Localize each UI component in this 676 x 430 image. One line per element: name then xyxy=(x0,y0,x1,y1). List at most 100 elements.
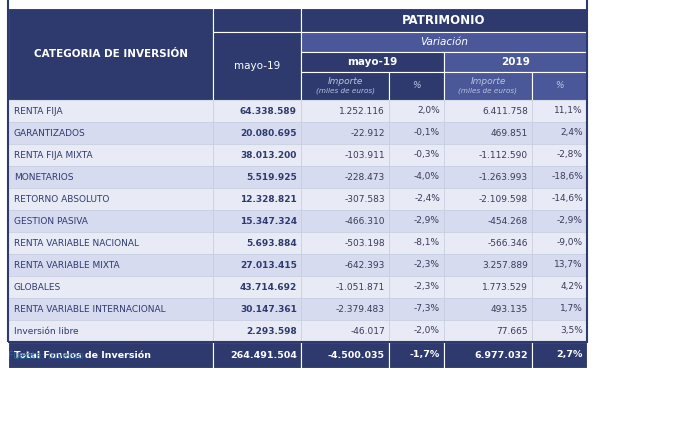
Bar xyxy=(532,232,587,254)
Text: 13,7%: 13,7% xyxy=(554,261,583,270)
Text: 6.977.032: 6.977.032 xyxy=(475,350,528,359)
Bar xyxy=(213,276,301,298)
Bar xyxy=(444,276,532,298)
Bar xyxy=(213,188,301,210)
Bar xyxy=(213,342,301,368)
Text: -2,9%: -2,9% xyxy=(414,216,440,225)
Text: (miles de euros): (miles de euros) xyxy=(458,88,518,94)
Text: -2,8%: -2,8% xyxy=(557,150,583,160)
Text: 1,7%: 1,7% xyxy=(560,304,583,313)
Bar xyxy=(389,276,444,298)
Text: RENTA FIJA MIXTA: RENTA FIJA MIXTA xyxy=(14,150,93,160)
Text: %: % xyxy=(555,82,564,90)
Text: Total Fondos de Inversión: Total Fondos de Inversión xyxy=(14,350,151,359)
Text: -0,3%: -0,3% xyxy=(414,150,440,160)
Bar xyxy=(8,276,213,298)
Text: (miles de euros): (miles de euros) xyxy=(316,88,375,94)
Bar xyxy=(389,144,444,166)
Bar xyxy=(389,342,444,368)
Bar xyxy=(213,32,301,100)
Bar xyxy=(532,122,587,144)
Text: -1.051.871: -1.051.871 xyxy=(336,283,385,292)
Text: 5.693.884: 5.693.884 xyxy=(246,239,297,248)
Bar xyxy=(532,72,587,100)
Text: -566.346: -566.346 xyxy=(487,239,528,248)
Bar xyxy=(389,254,444,276)
Bar xyxy=(8,342,213,368)
Text: 2019: 2019 xyxy=(501,57,530,67)
Bar xyxy=(444,298,532,320)
Bar xyxy=(532,144,587,166)
Bar xyxy=(301,100,389,122)
Text: -228.473: -228.473 xyxy=(345,172,385,181)
Bar xyxy=(532,342,587,368)
Bar xyxy=(444,188,532,210)
Text: Importe: Importe xyxy=(470,77,506,86)
Bar xyxy=(389,166,444,188)
Text: -642.393: -642.393 xyxy=(345,261,385,270)
Text: RENTA VARIABLE INTERNACIONAL: RENTA VARIABLE INTERNACIONAL xyxy=(14,304,166,313)
Bar xyxy=(8,320,213,342)
Bar xyxy=(8,144,213,166)
Bar xyxy=(301,122,389,144)
Text: -2,9%: -2,9% xyxy=(557,216,583,225)
Text: mayo-19: mayo-19 xyxy=(347,57,397,67)
Text: -454.268: -454.268 xyxy=(488,216,528,225)
Bar xyxy=(444,210,532,232)
Text: 2,4%: 2,4% xyxy=(560,129,583,138)
Bar xyxy=(8,188,213,210)
Text: 3,5%: 3,5% xyxy=(560,326,583,335)
Text: 27.013.415: 27.013.415 xyxy=(240,261,297,270)
Text: 1.773.529: 1.773.529 xyxy=(482,283,528,292)
Text: -1.263.993: -1.263.993 xyxy=(479,172,528,181)
Text: GARANTIZADOS: GARANTIZADOS xyxy=(14,129,86,138)
Text: -4,0%: -4,0% xyxy=(414,172,440,181)
Bar xyxy=(301,298,389,320)
Text: 43.714.692: 43.714.692 xyxy=(240,283,297,292)
Bar xyxy=(444,232,532,254)
Bar xyxy=(301,232,389,254)
Bar xyxy=(301,32,587,52)
Text: Fuente: Inverco: Fuente: Inverco xyxy=(8,351,84,361)
Text: Variación: Variación xyxy=(420,37,468,47)
Bar xyxy=(213,100,301,122)
Text: Inversión libre: Inversión libre xyxy=(14,326,78,335)
Text: -307.583: -307.583 xyxy=(344,194,385,203)
Bar xyxy=(213,320,301,342)
Text: 2.293.598: 2.293.598 xyxy=(246,326,297,335)
Text: GLOBALES: GLOBALES xyxy=(14,283,62,292)
Bar xyxy=(444,52,587,72)
Text: 2,7%: 2,7% xyxy=(556,350,583,359)
Text: -7,3%: -7,3% xyxy=(414,304,440,313)
Bar xyxy=(532,210,587,232)
Text: -466.310: -466.310 xyxy=(345,216,385,225)
Text: 64.338.589: 64.338.589 xyxy=(240,107,297,116)
Bar xyxy=(389,188,444,210)
Text: 77.665: 77.665 xyxy=(496,326,528,335)
Text: 6.411.758: 6.411.758 xyxy=(482,107,528,116)
Text: -22.912: -22.912 xyxy=(350,129,385,138)
Text: -9,0%: -9,0% xyxy=(557,239,583,248)
Text: -46.017: -46.017 xyxy=(350,326,385,335)
Bar xyxy=(444,100,532,122)
Text: -2.379.483: -2.379.483 xyxy=(336,304,385,313)
Bar xyxy=(8,232,213,254)
Bar xyxy=(213,166,301,188)
Bar xyxy=(301,72,389,100)
Text: -103.911: -103.911 xyxy=(344,150,385,160)
Bar xyxy=(532,166,587,188)
Bar xyxy=(8,0,587,342)
Bar xyxy=(389,210,444,232)
Bar xyxy=(8,100,213,122)
Bar xyxy=(213,254,301,276)
Text: RETORNO ABSOLUTO: RETORNO ABSOLUTO xyxy=(14,194,110,203)
Bar xyxy=(532,320,587,342)
Text: 1.252.116: 1.252.116 xyxy=(339,107,385,116)
Bar xyxy=(8,122,213,144)
Bar xyxy=(444,342,532,368)
Text: 469.851: 469.851 xyxy=(491,129,528,138)
Text: 30.147.361: 30.147.361 xyxy=(240,304,297,313)
Text: MONETARIOS: MONETARIOS xyxy=(14,172,74,181)
Text: RENTA VARIABLE NACIONAL: RENTA VARIABLE NACIONAL xyxy=(14,239,139,248)
Bar xyxy=(8,8,213,100)
